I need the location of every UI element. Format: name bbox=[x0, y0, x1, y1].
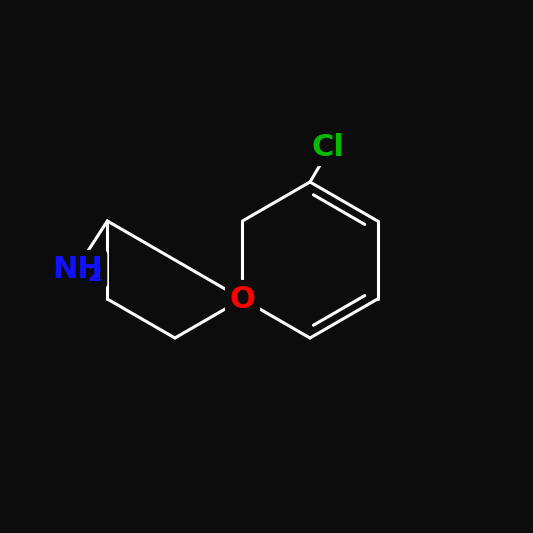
Text: NH: NH bbox=[52, 254, 103, 284]
Text: O: O bbox=[230, 285, 255, 313]
Text: Cl: Cl bbox=[312, 133, 344, 161]
Text: 2: 2 bbox=[87, 265, 102, 285]
